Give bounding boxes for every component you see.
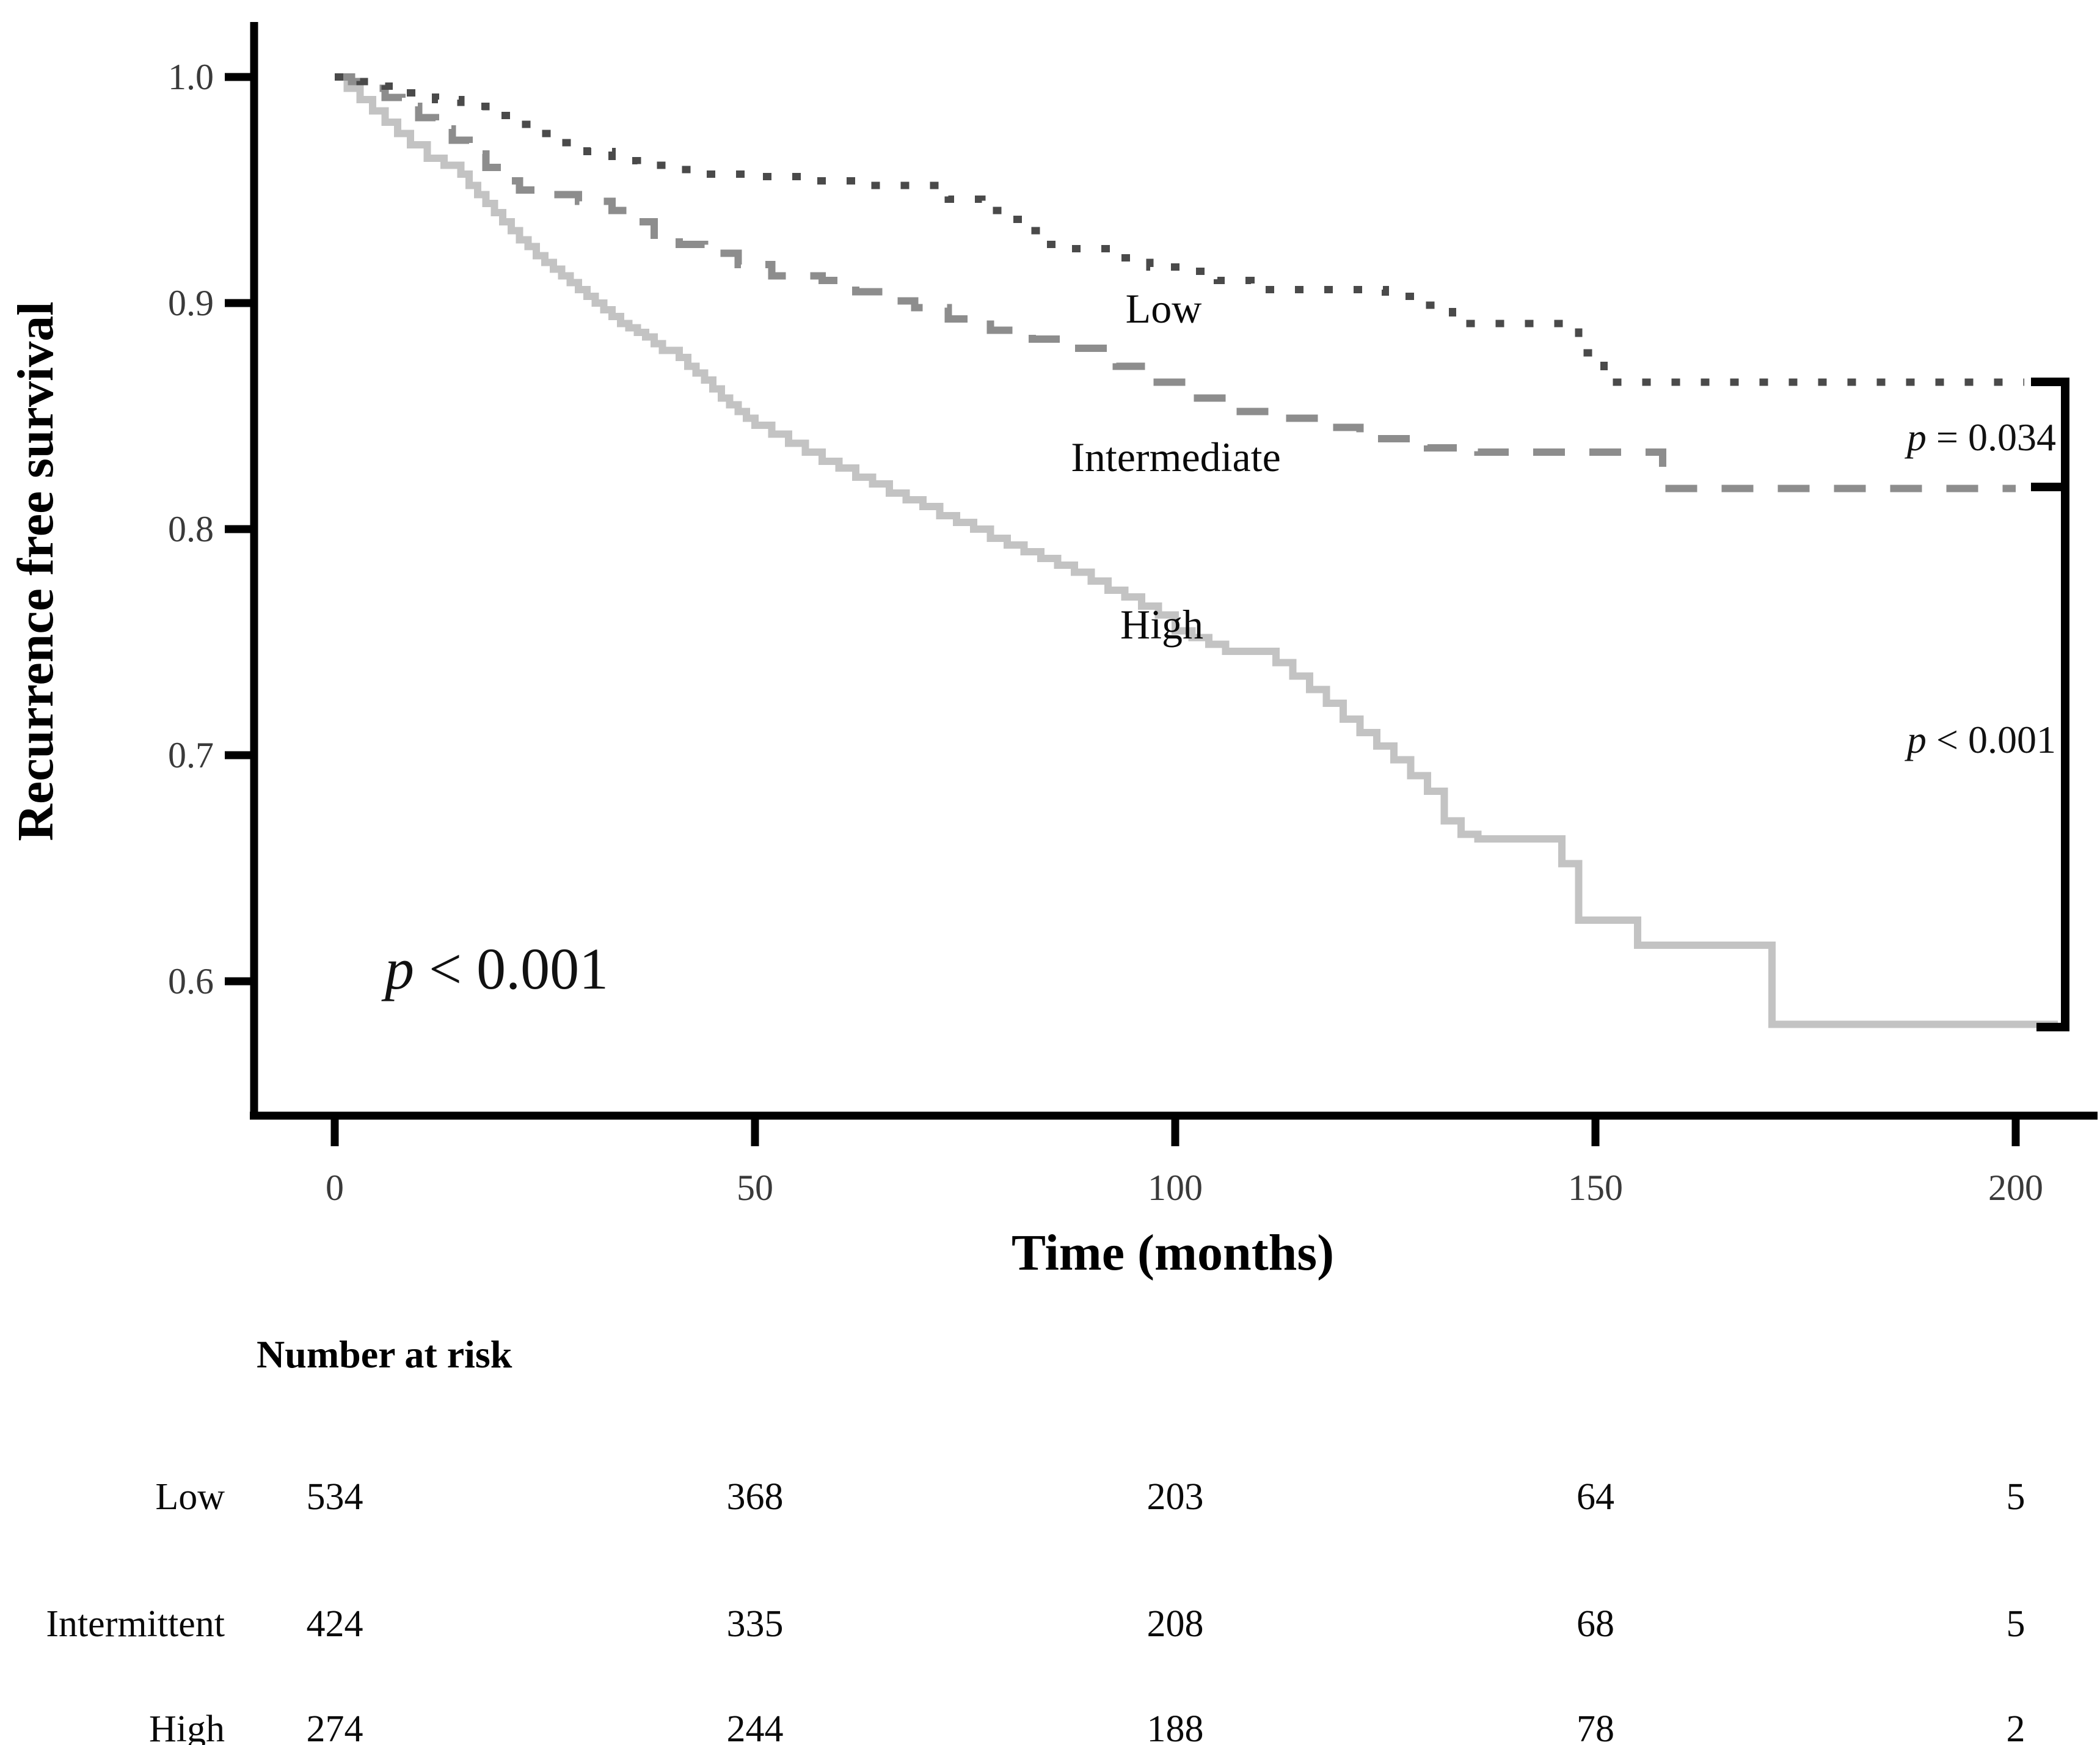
x-tick-label: 150 bbox=[1568, 1168, 1623, 1208]
risk-value: 368 bbox=[727, 1476, 784, 1518]
y-tick-label: 0.8 bbox=[168, 509, 214, 549]
risk-row-label: Intermittent bbox=[46, 1603, 225, 1645]
risk-value: 78 bbox=[1577, 1708, 1614, 1745]
y-tick-label: 0.9 bbox=[168, 283, 214, 323]
y-axis-ticks: 1.0 0.9 0.8 0.7 0.6 bbox=[168, 57, 250, 1001]
y-tick-label: 1.0 bbox=[168, 57, 214, 97]
x-tick-label: 0 bbox=[326, 1168, 344, 1208]
risk-value: 5 bbox=[2007, 1476, 2025, 1518]
risk-row-label: High bbox=[149, 1708, 225, 1745]
survival-curve-low bbox=[335, 73, 2024, 386]
pvalue-low-vs-intermediate: p = 0.034 bbox=[1905, 415, 2056, 459]
risk-value: 244 bbox=[727, 1708, 784, 1745]
risk-value: 335 bbox=[727, 1603, 784, 1645]
risk-value: 203 bbox=[1147, 1476, 1204, 1518]
survival-curve-high bbox=[335, 73, 2058, 1028]
curve-label-low: Low bbox=[1126, 285, 1202, 332]
risk-value: 5 bbox=[2007, 1603, 2025, 1645]
y-axis-title: Recurrence free survival bbox=[7, 301, 64, 841]
curve-label-high: High bbox=[1120, 601, 1203, 648]
risk-value: 68 bbox=[1577, 1603, 1614, 1645]
x-axis-title: Time (months) bbox=[1012, 1224, 1334, 1281]
risk-value: 424 bbox=[307, 1603, 363, 1645]
pvalue-intermediate-vs-high: p < 0.001 bbox=[1905, 718, 2056, 761]
risk-value: 274 bbox=[307, 1708, 363, 1745]
risk-value: 64 bbox=[1577, 1476, 1614, 1518]
risk-table-rows: Low 534 368 203 64 5 Intermittent 424 335 208 68 5 H… bbox=[46, 1476, 2025, 1745]
x-tick-label: 50 bbox=[737, 1168, 773, 1208]
risk-value: 208 bbox=[1147, 1603, 1204, 1645]
x-tick-label: 200 bbox=[1988, 1168, 2043, 1208]
survival-curve-intermediate bbox=[335, 73, 2016, 492]
risk-row-label: Low bbox=[155, 1476, 225, 1518]
x-tick-label: 100 bbox=[1148, 1168, 1203, 1208]
pvalue-overall: p < 0.001 bbox=[381, 936, 608, 1001]
risk-value: 2 bbox=[2007, 1708, 2025, 1745]
x-axis-ticks: 0 50 100 150 200 bbox=[326, 1119, 2043, 1208]
pvalue-bracket bbox=[2031, 378, 2069, 1031]
survival-curves bbox=[335, 73, 2058, 1028]
y-tick-label: 0.7 bbox=[168, 735, 214, 775]
risk-value: 188 bbox=[1147, 1708, 1204, 1745]
risk-value: 534 bbox=[307, 1476, 363, 1518]
risk-table-header: Number at risk bbox=[257, 1333, 512, 1376]
y-tick-label: 0.6 bbox=[168, 961, 214, 1001]
curve-label-intermediate: Intermediate bbox=[1071, 434, 1281, 480]
